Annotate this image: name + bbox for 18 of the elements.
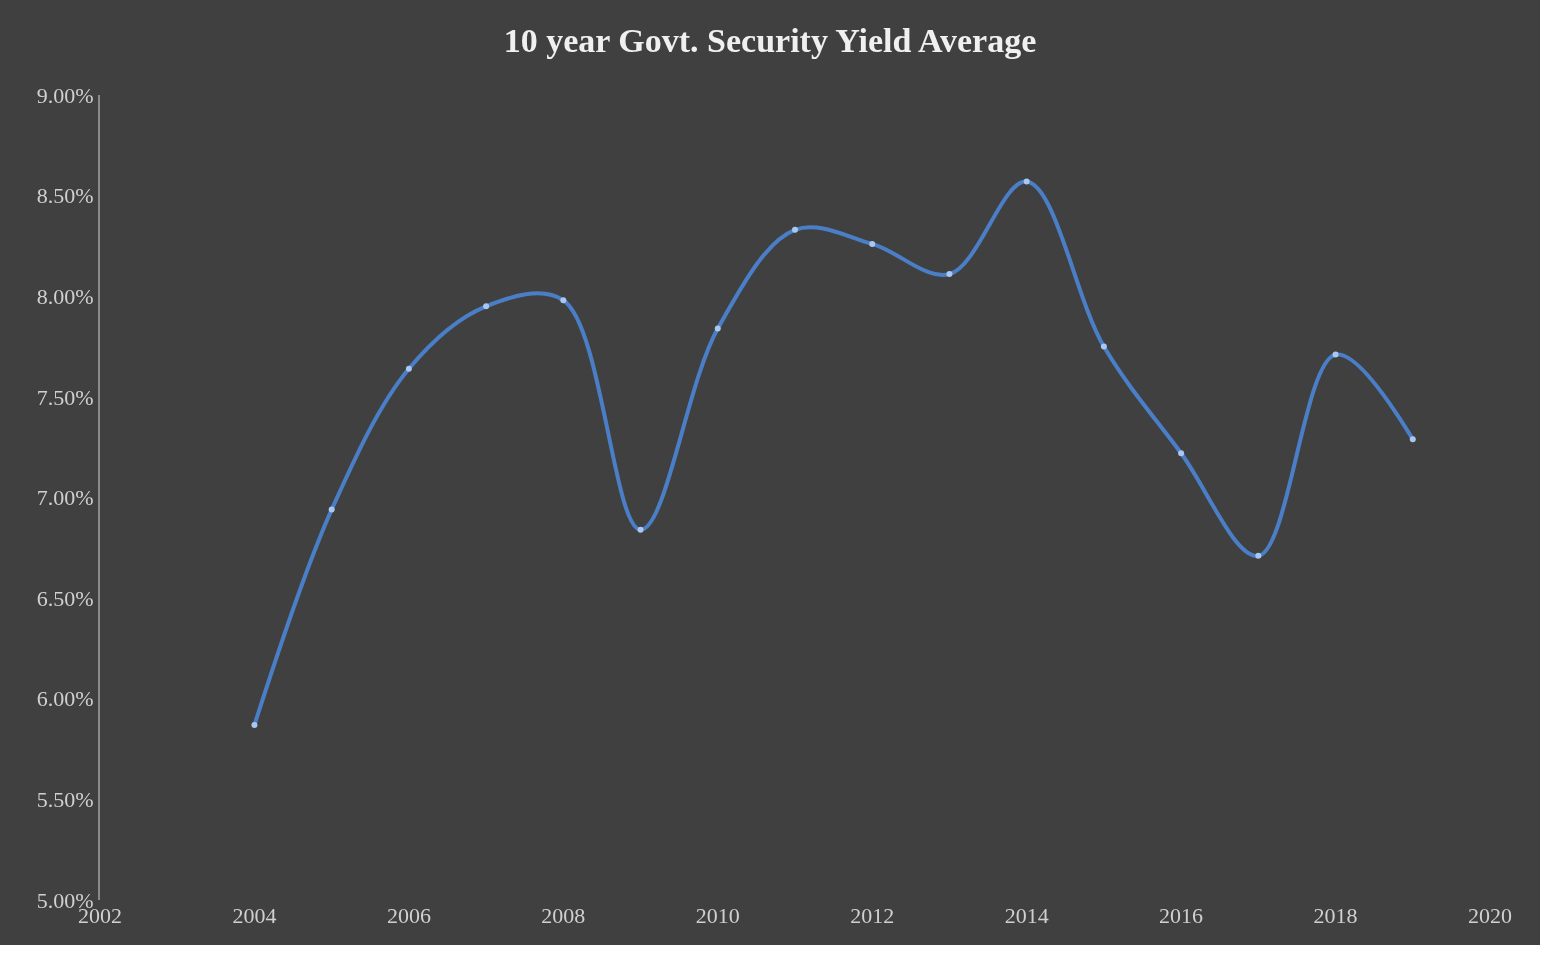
x-tick-label: 2014: [1004, 903, 1049, 928]
y-tick-label: 5.50%: [36, 787, 94, 813]
y-tick-label: 7.50%: [36, 384, 94, 410]
y-tick-label: 7.00%: [36, 485, 94, 511]
x-tick-label: 2018: [1313, 903, 1358, 928]
x-tick-label: 2004: [232, 903, 277, 928]
chart-title: 10 year Govt. Security Yield Average: [503, 22, 1037, 60]
y-tick-label: 9.00%: [36, 82, 94, 108]
x-tick-label: 2020: [1468, 903, 1512, 928]
x-tick-label: 2012: [850, 903, 895, 928]
y-tick-label: 6.00%: [36, 686, 94, 712]
x-tick-label: 2010: [695, 903, 740, 928]
x-tick-label: 2016: [1159, 903, 1204, 928]
x-tick-label: 2006: [386, 903, 431, 928]
y-tick-label: 6.50%: [36, 585, 94, 611]
y-tick-label: 8.00%: [36, 283, 94, 309]
x-tick-label: 2008: [541, 903, 586, 928]
y-tick-label: 8.50%: [36, 183, 94, 209]
